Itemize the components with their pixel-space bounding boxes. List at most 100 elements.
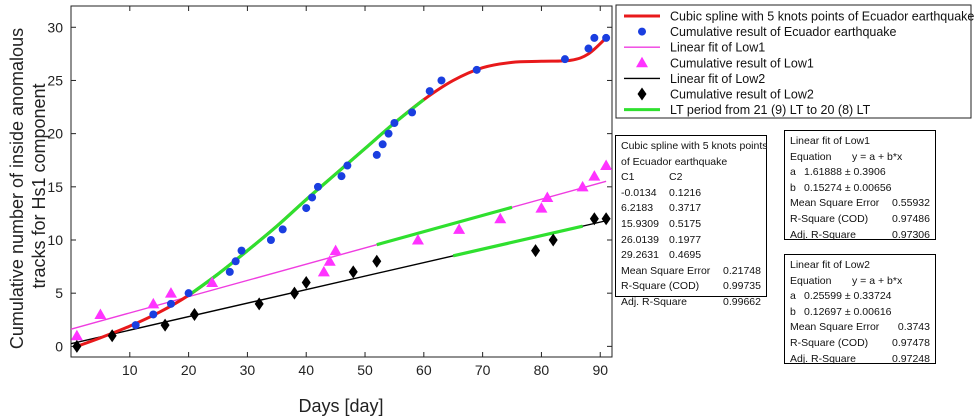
spline-c2-2: 0.3717 bbox=[669, 201, 701, 217]
spline-c1-5: 29.2631 bbox=[621, 248, 669, 264]
low1-a-value: 1.61888 ± 0.3906 bbox=[804, 165, 886, 181]
y-tick-label: 20 bbox=[47, 126, 63, 142]
legend-label: Cubic spline with 5 knots points of Ecua… bbox=[670, 10, 974, 24]
y-tick-label: 25 bbox=[47, 72, 63, 88]
low1-adj-value: 0.97306 bbox=[892, 228, 930, 244]
cumulative-result-of-ecuador-earthquake-point bbox=[302, 204, 310, 212]
y-tick-label: 5 bbox=[55, 285, 63, 301]
cumulative-result-of-ecuador-earthquake-point bbox=[426, 87, 434, 95]
cumulative-result-of-ecuador-earthquake-point bbox=[390, 119, 398, 127]
cumulative-result-of-ecuador-earthquake-point bbox=[561, 55, 569, 63]
y-tick-label: 30 bbox=[47, 19, 63, 35]
low1-r2-label: R-Square (COD) bbox=[790, 212, 868, 228]
spline-stats-title-2: of Ecuador earthquake bbox=[621, 155, 761, 171]
x-tick-label: 70 bbox=[475, 362, 491, 378]
spline-c1-3: 15.9309 bbox=[621, 217, 669, 233]
y-axis-label-line-1: Cumulative number of inside anomalous bbox=[7, 28, 27, 349]
low1-mse-value: 0.55932 bbox=[892, 196, 930, 212]
low2-r2-value: 0.97478 bbox=[892, 336, 930, 352]
low2-mse-value: 0.3743 bbox=[898, 320, 930, 336]
spline-c2-5: 0.4695 bbox=[669, 248, 701, 264]
cumulative-result-of-ecuador-earthquake-point bbox=[408, 108, 416, 116]
cumulative-result-of-ecuador-earthquake-point bbox=[267, 236, 275, 244]
spline-col1-header: C1 bbox=[621, 170, 669, 186]
x-tick-label: 90 bbox=[592, 362, 608, 378]
legend-swatch-cumulative-result-of-ecuador-earthquake bbox=[638, 28, 646, 36]
x-tick-label: 20 bbox=[181, 362, 197, 378]
cumulative-result-of-ecuador-earthquake-point bbox=[343, 162, 351, 170]
cumulative-result-of-ecuador-earthquake-point bbox=[379, 140, 387, 148]
spline-c1-4: 26.0139 bbox=[621, 233, 669, 249]
low1-b-label: b bbox=[790, 181, 804, 197]
low1-stats-title: Linear fit of Low1 bbox=[790, 134, 930, 150]
spline-stats-box: Cubic spline with 5 knots points of Ecua… bbox=[615, 135, 767, 297]
cumulative-result-of-ecuador-earthquake-point bbox=[185, 289, 193, 297]
legend-label: LT period from 21 (9) LT to 20 (8) LT bbox=[670, 103, 871, 117]
cumulative-result-of-ecuador-earthquake-point bbox=[373, 151, 381, 159]
cumulative-result-of-ecuador-earthquake-point bbox=[314, 183, 322, 191]
low1-mse-label: Mean Square Error bbox=[790, 196, 879, 212]
low2-stats-title: Linear fit of Low2 bbox=[790, 258, 930, 274]
cumulative-result-of-ecuador-earthquake-point bbox=[167, 300, 175, 308]
x-axis-label: Days [day] bbox=[298, 396, 383, 416]
spline-r2-label: R-Square (COD) bbox=[621, 279, 699, 295]
legend-label: Linear fit of Low2 bbox=[670, 72, 765, 86]
spline-r2-value: 0.99735 bbox=[723, 279, 761, 295]
low1-equation: y = a + b*x bbox=[852, 150, 902, 166]
cumulative-result-of-ecuador-earthquake-point bbox=[279, 225, 287, 233]
y-tick-label: 15 bbox=[47, 179, 63, 195]
y-tick-label: 0 bbox=[55, 338, 63, 354]
cumulative-result-of-ecuador-earthquake-point bbox=[226, 268, 234, 276]
spline-c2-4: 0.1977 bbox=[669, 233, 701, 249]
spline-adj-value: 0.99662 bbox=[723, 295, 761, 311]
cumulative-result-of-ecuador-earthquake-point bbox=[149, 310, 157, 318]
spline-mse-value: 0.21748 bbox=[723, 264, 761, 280]
low1-stats-box: Linear fit of Low1 Equation y = a + b*x a… bbox=[784, 130, 936, 240]
legend-label: Cumulative result of Low2 bbox=[670, 88, 814, 102]
x-tick-label: 60 bbox=[416, 362, 432, 378]
spline-col2-header: C2 bbox=[669, 170, 682, 186]
low2-a-label: a bbox=[790, 289, 804, 305]
low2-mse-label: Mean Square Error bbox=[790, 320, 879, 336]
cumulative-result-of-ecuador-earthquake-point bbox=[338, 172, 346, 180]
cumulative-result-of-ecuador-earthquake-point bbox=[132, 321, 140, 329]
low2-eq-label: Equation bbox=[790, 274, 852, 290]
low2-stats-box: Linear fit of Low2 Equation y = a + b*x a… bbox=[784, 254, 936, 364]
spline-c2-3: 0.5175 bbox=[669, 217, 701, 233]
spline-adj-label: Adj. R-Square bbox=[621, 295, 687, 311]
spline-mse-label: Mean Square Error bbox=[621, 264, 710, 280]
legend-label: Cumulative result of Low1 bbox=[670, 56, 814, 70]
legend-label: Cumulative result of Ecuador earthquake bbox=[670, 25, 897, 39]
cumulative-result-of-ecuador-earthquake-point bbox=[238, 247, 246, 255]
low1-eq-label: Equation bbox=[790, 150, 852, 166]
low1-a-label: a bbox=[790, 165, 804, 181]
legend: Cubic spline with 5 knots points of Ecua… bbox=[616, 5, 974, 118]
low2-b-label: b bbox=[790, 305, 804, 321]
x-tick-label: 80 bbox=[534, 362, 550, 378]
low2-adj-label: Adj. R-Square bbox=[790, 352, 856, 368]
cumulative-result-of-ecuador-earthquake-point bbox=[590, 34, 598, 42]
cumulative-result-of-ecuador-earthquake-point bbox=[437, 76, 445, 84]
cumulative-result-of-ecuador-earthquake-point bbox=[602, 34, 610, 42]
x-tick-label: 40 bbox=[298, 362, 314, 378]
low1-r2-value: 0.97486 bbox=[892, 212, 930, 228]
cumulative-result-of-ecuador-earthquake-point bbox=[473, 66, 481, 74]
cumulative-result-of-ecuador-earthquake-point bbox=[232, 257, 240, 265]
y-axis-label: Cumulative number of inside anomalous tr… bbox=[7, 23, 49, 349]
x-tick-label: 10 bbox=[122, 362, 138, 378]
low2-r2-label: R-Square (COD) bbox=[790, 336, 868, 352]
y-tick-label: 10 bbox=[47, 232, 63, 248]
cumulative-result-of-ecuador-earthquake-point bbox=[385, 130, 393, 138]
spline-c1-1: -0.0134 bbox=[621, 186, 669, 202]
low1-b-value: 0.15274 ± 0.00656 bbox=[804, 181, 892, 197]
low2-equation: y = a + b*x bbox=[852, 274, 902, 290]
spline-c1-2: 6.2183 bbox=[621, 201, 669, 217]
low2-b-value: 0.12697 ± 0.00616 bbox=[804, 305, 892, 321]
spline-c2-1: 0.1216 bbox=[669, 186, 701, 202]
cumulative-result-of-ecuador-earthquake-point bbox=[584, 45, 592, 53]
legend-label: Linear fit of Low1 bbox=[670, 41, 765, 55]
spline-stats-title-1: Cubic spline with 5 knots points bbox=[621, 139, 761, 155]
x-tick-label: 50 bbox=[357, 362, 373, 378]
cumulative-result-of-ecuador-earthquake-point bbox=[308, 193, 316, 201]
low1-adj-label: Adj. R-Square bbox=[790, 228, 856, 244]
